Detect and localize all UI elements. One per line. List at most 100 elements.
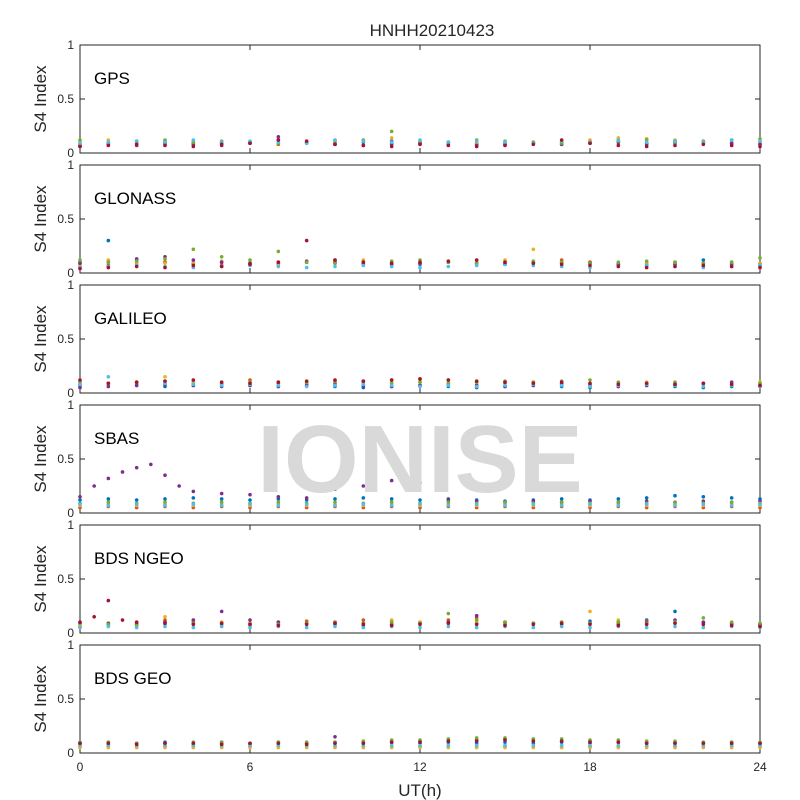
data-point bbox=[78, 144, 82, 149]
data-point bbox=[304, 265, 309, 270]
data-point bbox=[559, 497, 564, 501]
data-point bbox=[389, 264, 394, 269]
data-point bbox=[106, 384, 111, 389]
y-tick-label: 0.5 bbox=[57, 572, 74, 586]
data-point bbox=[248, 502, 252, 507]
data-point bbox=[191, 263, 196, 268]
y-tick-label: 0.5 bbox=[57, 212, 74, 226]
data-point bbox=[361, 618, 366, 622]
y-axis-label: S4 Index bbox=[31, 665, 50, 733]
data-point bbox=[134, 625, 139, 630]
y-axis-label: S4 Index bbox=[31, 545, 50, 613]
data-point bbox=[78, 620, 82, 624]
data-point bbox=[163, 503, 167, 508]
data-point bbox=[389, 478, 394, 483]
panel-axes-box bbox=[79, 524, 761, 634]
data-point bbox=[361, 622, 366, 627]
data-point bbox=[758, 502, 762, 507]
data-point bbox=[191, 247, 196, 252]
data-point bbox=[616, 620, 621, 624]
data-point bbox=[389, 378, 394, 382]
data-point bbox=[248, 381, 252, 386]
panel-axes-box bbox=[79, 284, 761, 394]
data-point bbox=[163, 265, 167, 270]
data-point bbox=[729, 260, 734, 265]
data-point bbox=[446, 611, 451, 616]
data-point bbox=[191, 144, 196, 149]
data-point bbox=[474, 613, 479, 618]
data-point bbox=[616, 138, 621, 142]
data-point bbox=[701, 263, 706, 268]
data-point bbox=[616, 143, 621, 148]
data-point bbox=[644, 625, 649, 630]
data-point bbox=[729, 143, 734, 148]
y-tick-label: 0 bbox=[67, 626, 74, 640]
data-point bbox=[418, 377, 422, 381]
panel-axes-box bbox=[79, 44, 761, 154]
data-point bbox=[588, 502, 592, 507]
data-point bbox=[446, 624, 451, 629]
data-point bbox=[418, 260, 422, 265]
data-point bbox=[503, 143, 507, 148]
data-point bbox=[163, 375, 167, 379]
data-point bbox=[149, 462, 153, 467]
data-point bbox=[163, 473, 167, 478]
data-point bbox=[559, 138, 564, 142]
data-point bbox=[588, 622, 592, 627]
data-point bbox=[78, 625, 82, 630]
data-point bbox=[758, 256, 762, 260]
data-point bbox=[474, 263, 479, 268]
data-point bbox=[219, 383, 224, 388]
data-point bbox=[134, 742, 139, 747]
data-point bbox=[644, 265, 649, 270]
data-point bbox=[248, 498, 252, 502]
data-point bbox=[389, 620, 394, 624]
data-point bbox=[588, 743, 592, 748]
data-point bbox=[248, 622, 252, 627]
data-point bbox=[588, 378, 592, 382]
data-point bbox=[758, 265, 762, 270]
y-tick-label: 1 bbox=[67, 158, 74, 172]
data-point bbox=[446, 259, 451, 263]
panel-label: BDS NGEO bbox=[94, 549, 184, 568]
panel-label: SBAS bbox=[94, 429, 139, 448]
data-point bbox=[389, 129, 394, 134]
data-point bbox=[92, 615, 96, 619]
data-point bbox=[163, 500, 167, 505]
data-point bbox=[92, 484, 96, 488]
data-point bbox=[503, 743, 507, 748]
y-tick-label: 0 bbox=[67, 506, 74, 520]
data-point bbox=[446, 378, 451, 382]
y-tick-label: 0 bbox=[67, 146, 74, 160]
data-point bbox=[248, 625, 252, 630]
data-point bbox=[361, 260, 366, 265]
data-point bbox=[191, 618, 196, 622]
data-point bbox=[531, 622, 536, 627]
data-point bbox=[106, 381, 111, 386]
data-point bbox=[389, 136, 394, 140]
data-point bbox=[531, 743, 536, 748]
data-point bbox=[758, 139, 762, 143]
data-point bbox=[446, 264, 451, 269]
data-point bbox=[389, 743, 394, 748]
data-point bbox=[106, 238, 111, 243]
data-point bbox=[389, 261, 394, 266]
data-point bbox=[616, 497, 621, 501]
data-point bbox=[106, 741, 111, 746]
y-tick-label: 0.5 bbox=[57, 452, 74, 466]
data-point bbox=[616, 500, 621, 505]
data-point bbox=[106, 140, 111, 144]
data-point bbox=[134, 259, 139, 263]
y-tick-label: 0 bbox=[67, 746, 74, 760]
data-point bbox=[559, 383, 564, 388]
data-point bbox=[361, 382, 366, 387]
data-point bbox=[333, 503, 337, 508]
data-point bbox=[78, 141, 82, 146]
data-point bbox=[531, 502, 536, 507]
data-point bbox=[559, 380, 564, 385]
x-tick-label: 24 bbox=[753, 760, 767, 774]
data-point bbox=[134, 380, 139, 385]
data-point bbox=[304, 496, 309, 500]
data-point bbox=[219, 380, 224, 385]
